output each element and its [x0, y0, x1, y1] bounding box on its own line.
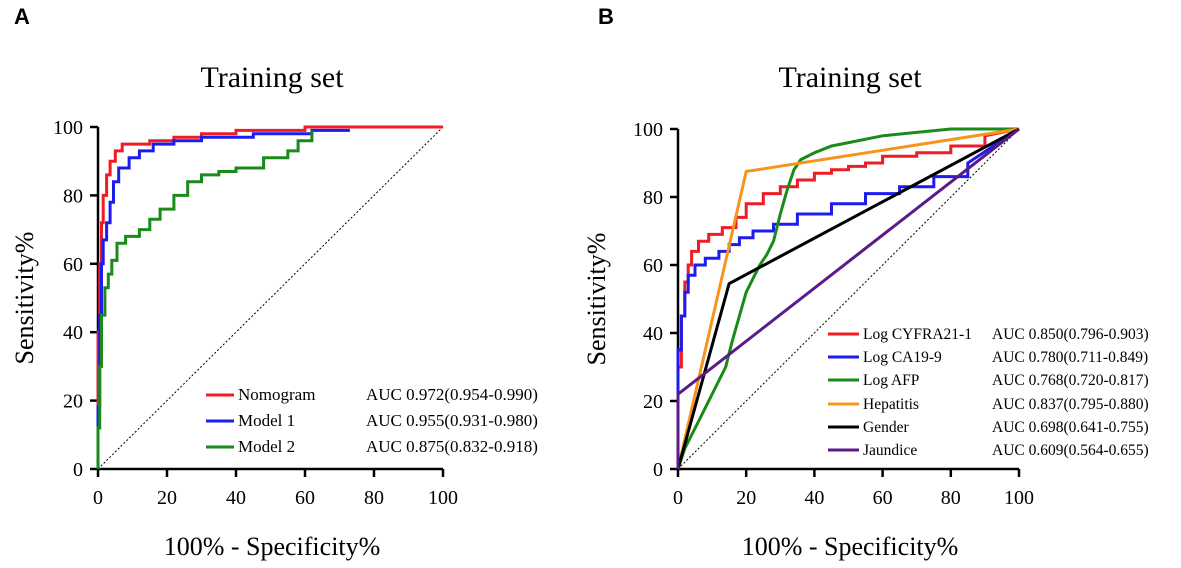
roc-curve-hepatitis — [676, 127, 1020, 470]
legend-auc: AUC 0.875(0.832-0.918) — [366, 437, 538, 456]
roc-panel-b: B Training set 0 20 40 60 80 100 0 20 40 60 80 100 100… — [582, 4, 1149, 561]
x-tick-label: 0 — [93, 487, 103, 509]
roc-curve-log-cyfra21-1 — [676, 127, 1020, 469]
y-tick-label: 100 — [53, 117, 83, 139]
legend-label: Log AFP — [863, 372, 919, 389]
y-tick-label: 40 — [643, 323, 663, 345]
legend-label: Model 2 — [238, 437, 295, 456]
chart-title: Training set — [778, 61, 922, 94]
y-tick-label: 80 — [63, 185, 83, 207]
x-tick-label: 20 — [157, 487, 177, 509]
x-tick-label: 20 — [736, 487, 756, 509]
roc-curve-nomogram — [96, 125, 443, 469]
chart-title: Training set — [200, 61, 344, 94]
y-tick-label: 40 — [63, 322, 83, 344]
roc-panel-a: A Training set 0 20 40 60 80 100 0 20 40 60 80 100 100… — [10, 4, 538, 561]
legend-label: Gender — [863, 419, 909, 436]
legend-auc: AUC 0.698(0.641-0.755) — [992, 419, 1149, 436]
roc-curve-gender — [676, 127, 1020, 470]
legend-auc: AUC 0.609(0.564-0.655) — [992, 442, 1149, 459]
legend-label: Log CA19-9 — [863, 349, 942, 366]
legend-label: Hepatitis — [863, 396, 919, 413]
y-tick-label: 20 — [643, 391, 663, 413]
legend-auc: AUC 0.768(0.720-0.817) — [992, 372, 1149, 389]
legend-label: Model 1 — [238, 411, 295, 430]
y-tick-label: 80 — [643, 187, 663, 209]
legend-label: Jaundice — [863, 442, 917, 459]
y-tick-label: 60 — [643, 255, 663, 277]
x-axis-label: 100% - Specificity% — [742, 532, 959, 561]
x-tick-label: 80 — [364, 487, 384, 509]
roc-curve-model-1 — [96, 128, 350, 469]
x-tick-label: 60 — [295, 487, 315, 509]
diagonal-reference-line — [677, 128, 1020, 470]
y-tick-label: 60 — [63, 254, 83, 276]
y-tick-label: 0 — [653, 459, 663, 481]
legend-label: Log CYFRA21-1 — [863, 326, 972, 343]
panel-letter: B — [598, 4, 614, 29]
legend-auc: AUC 0.972(0.954-0.990) — [366, 385, 538, 404]
y-axis-label: Sensitivity% — [582, 233, 611, 366]
x-axis-label: 100% - Specificity% — [164, 532, 381, 561]
roc-curve-model-2 — [96, 130, 314, 469]
legend-label: Nomogram — [238, 385, 315, 404]
diagonal-reference-line — [97, 126, 444, 470]
x-tick-label: 0 — [673, 487, 683, 509]
x-tick-label: 40 — [804, 487, 824, 509]
panel-letter: A — [14, 4, 30, 29]
y-axis-label: Sensitivity% — [10, 232, 39, 365]
x-tick-label: 40 — [226, 487, 246, 509]
y-tick-label: 100 — [633, 119, 663, 141]
legend-auc: AUC 0.780(0.711-0.849) — [992, 349, 1148, 366]
roc-curve-log-afp — [676, 127, 1019, 470]
y-tick-label: 0 — [73, 459, 83, 481]
legend-auc: AUC 0.955(0.931-0.980) — [366, 411, 538, 430]
x-tick-label: 60 — [873, 487, 893, 509]
x-tick-label: 80 — [941, 487, 961, 509]
legend-auc: AUC 0.837(0.795-0.880) — [992, 396, 1149, 413]
roc-curve-jaundice — [676, 127, 1020, 469]
x-tick-label: 100 — [428, 487, 458, 509]
legend-auc: AUC 0.850(0.796-0.903) — [992, 326, 1149, 343]
x-tick-label: 100 — [1004, 487, 1034, 509]
y-tick-label: 20 — [63, 391, 83, 413]
